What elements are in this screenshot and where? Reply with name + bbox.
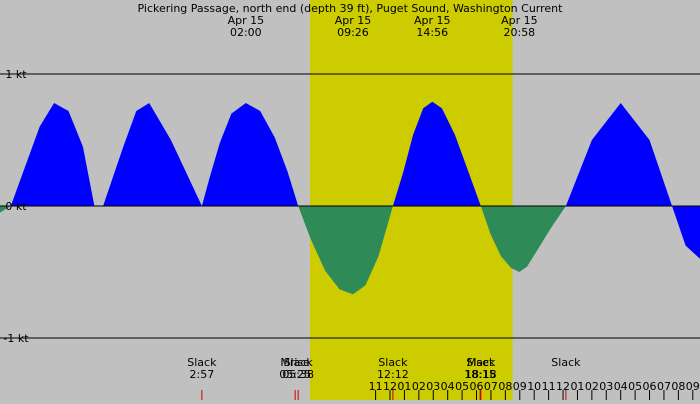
ebb-area bbox=[0, 206, 11, 213]
hour-tick-label: 03 bbox=[426, 380, 440, 393]
event-name-label: Slack bbox=[187, 356, 217, 369]
hour-tick-label: 09 bbox=[513, 380, 527, 393]
y-tick-label: 1 kt bbox=[5, 68, 27, 81]
hour-tick-label: 10 bbox=[527, 380, 541, 393]
event-time-label: 18:15 bbox=[464, 368, 496, 381]
flood-area bbox=[201, 103, 299, 206]
extremum-date-label: Apr 15 bbox=[414, 14, 451, 27]
hour-tick-label: 06 bbox=[470, 380, 484, 393]
extremum-time-label: 14:56 bbox=[416, 26, 448, 39]
hour-tick-label: 04 bbox=[614, 380, 628, 393]
hour-tick-label: 05 bbox=[455, 380, 469, 393]
hour-tick-label: 08 bbox=[498, 380, 512, 393]
hour-tick-label: 09 bbox=[686, 380, 700, 393]
flood-area bbox=[103, 103, 202, 206]
hour-tick-label: 01 bbox=[397, 380, 411, 393]
event-time-label: 05:38 bbox=[282, 368, 314, 381]
y-tick-label: -1 kt bbox=[3, 332, 29, 345]
hour-tick-label: 12 bbox=[556, 380, 570, 393]
ebb-area bbox=[480, 206, 566, 272]
event-name-label: Slack bbox=[551, 356, 581, 369]
event-name-label: Slack bbox=[378, 356, 408, 369]
event-time-label: 2:57 bbox=[190, 368, 215, 381]
flood-area bbox=[565, 103, 700, 259]
event-name-label: Mset bbox=[467, 356, 494, 369]
extremum-time-label: 02:00 bbox=[230, 26, 262, 39]
flood-area bbox=[392, 101, 481, 206]
extremum-date-label: Apr 15 bbox=[228, 14, 265, 27]
hour-tick-label: 07 bbox=[484, 380, 498, 393]
chart-title: Pickering Passage, north end (depth 39 f… bbox=[138, 2, 564, 15]
hour-tick-label: 12 bbox=[383, 380, 397, 393]
event-time-label: 12:12 bbox=[377, 368, 409, 381]
extremum-time-label: 20:58 bbox=[503, 26, 535, 39]
hour-tick-label: 11 bbox=[542, 380, 556, 393]
hour-tick-label: 03 bbox=[599, 380, 613, 393]
event-time-label: 05:25 bbox=[279, 368, 311, 381]
hour-tick-label: 08 bbox=[671, 380, 685, 393]
flood-area bbox=[10, 103, 95, 206]
extremum-date-label: Apr 15 bbox=[335, 14, 372, 27]
extremum-date-label: Apr 15 bbox=[501, 14, 538, 27]
hour-tick-label: 02 bbox=[585, 380, 599, 393]
hour-tick-label: 11 bbox=[369, 380, 383, 393]
event-time-label: 18:18 bbox=[465, 368, 497, 381]
y-tick-label: 0 kt bbox=[5, 200, 27, 213]
hour-tick-label: 07 bbox=[657, 380, 671, 393]
extremum-time-label: 09:26 bbox=[337, 26, 369, 39]
hour-tick-label: 04 bbox=[441, 380, 455, 393]
event-name-label: Mrise bbox=[280, 356, 310, 369]
hour-tick-label: 01 bbox=[570, 380, 584, 393]
ebb-area bbox=[298, 206, 393, 295]
event-name-label: Slack bbox=[284, 356, 314, 369]
hour-tick-label: 06 bbox=[643, 380, 657, 393]
event-name-label: Slack bbox=[466, 356, 496, 369]
hour-tick-label: 02 bbox=[412, 380, 426, 393]
hour-tick-label: 05 bbox=[628, 380, 642, 393]
